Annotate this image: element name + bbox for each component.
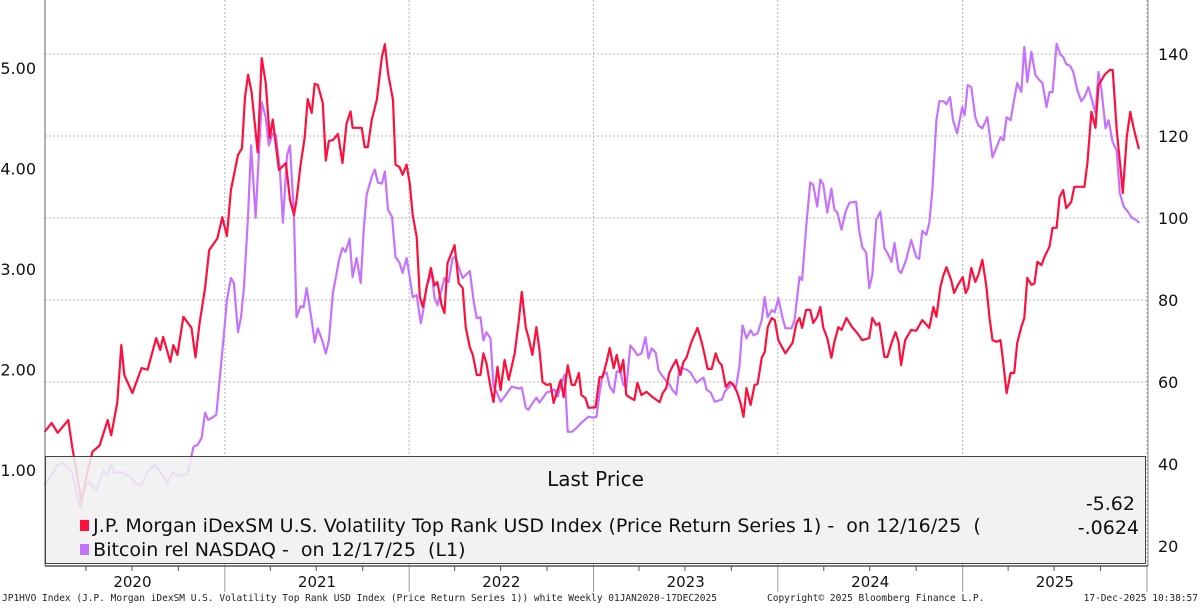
left-tick-label: 1.00 (0, 461, 36, 480)
right-tick-label: 100 (1158, 209, 1189, 228)
series-lines (43, 42, 1141, 510)
legend-swatch-red (80, 520, 90, 531)
right-tick-label: 120 (1158, 127, 1189, 146)
legend-row-bitcoin-rel-nasdaq: Bitcoin rel NASDAQ - on 12/17/25 (L1) -.… (56, 517, 1139, 605)
footer-description: JP1HVO Index (J.P. Morgan iDexSM U.S. Vo… (2, 593, 717, 604)
right-tick-label: 40 (1158, 455, 1178, 474)
left-tick-label: 4.00 (0, 160, 36, 179)
year-label: 2021 (298, 573, 336, 591)
year-label: 2023 (667, 573, 705, 591)
footer-timestamp: 17-Dec-2025 10:38:57 (1083, 593, 1198, 604)
year-label: 2024 (851, 573, 889, 591)
legend-value: -.0624 (1077, 517, 1139, 539)
year-label: 2020 (113, 573, 151, 591)
legend-label: Bitcoin rel NASDAQ - on 12/17/25 (L1) (93, 539, 466, 561)
series-line-volatility-index (43, 43, 1140, 502)
year-label: 2022 (482, 573, 520, 591)
legend-value: -5.62 (1085, 493, 1135, 515)
right-tick-label: 140 (1158, 45, 1189, 64)
legend-swatch-purple (80, 544, 90, 555)
legend: Last Price J.P. Morgan iDexSM U.S. Volat… (45, 456, 1146, 564)
legend-label: J.P. Morgan iDexSM U.S. Volatility Top R… (93, 515, 981, 537)
right-tick-label: 60 (1158, 373, 1178, 392)
legend-title: Last Price (547, 467, 644, 491)
left-tick-label: 5.00 (0, 59, 36, 78)
axes: 1.00 2.00 3.00 4.00 5.00 20 40 60 80 100 120 140 202… (0, 0, 1189, 592)
right-tick-label: 20 (1158, 537, 1178, 556)
left-tick-label: 3.00 (0, 260, 36, 279)
series-line-bitcoin-rel-nasdaq (43, 42, 1141, 510)
legend-row-volatility-index: J.P. Morgan iDexSM U.S. Volatility Top R… (56, 493, 1139, 581)
year-label: 2025 (1036, 573, 1074, 591)
footer-copyright: Copyright© 2025 Bloomberg Finance L.P. (767, 593, 985, 604)
right-tick-label: 80 (1158, 291, 1178, 310)
left-tick-label: 2.00 (0, 361, 36, 380)
